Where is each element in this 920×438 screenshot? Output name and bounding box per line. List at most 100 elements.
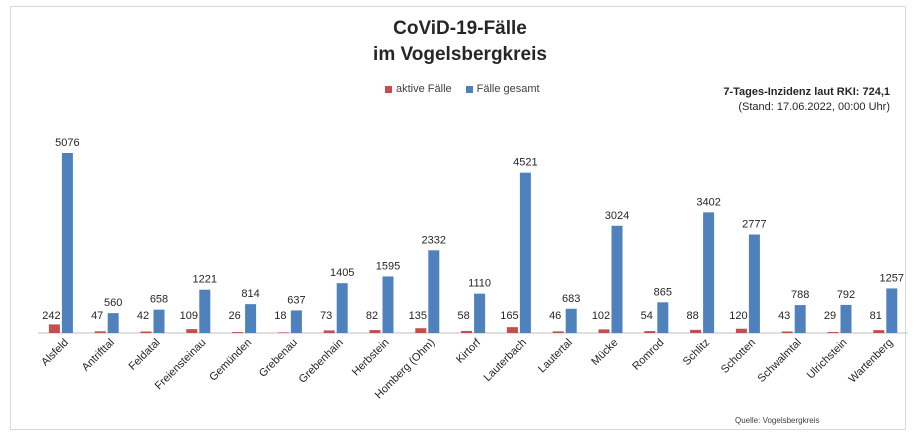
data-label-active-9: 58	[457, 310, 469, 322]
x-tick-label-13: Romrod	[630, 337, 666, 373]
data-label-active-3: 109	[180, 310, 198, 322]
incidence-date: (Stand: 17.06.2022, 00:00 Uhr)	[738, 101, 890, 113]
bar-active-5	[277, 332, 289, 333]
legend-swatch-total	[465, 85, 473, 93]
bar-total-13	[657, 302, 669, 333]
data-label-active-1: 47	[91, 310, 103, 322]
x-tick-label-7: Herbstein	[350, 337, 392, 379]
bar-total-2	[153, 309, 165, 333]
data-label-active-5: 18	[274, 310, 286, 322]
chart-frame	[10, 6, 906, 430]
bar-total-17	[840, 304, 852, 333]
bar-total-11	[565, 308, 577, 333]
bar-active-4	[232, 332, 244, 333]
x-tick-label-18: Wartenberg	[847, 337, 896, 386]
bar-total-3	[199, 289, 211, 333]
bar-total-9	[474, 293, 486, 333]
data-label-total-2: 658	[150, 294, 168, 306]
bar-active-16	[781, 331, 793, 333]
legend-label-total: Fälle gesamt	[476, 83, 540, 95]
data-label-active-0: 242	[42, 310, 60, 322]
x-tick-label-2: Feldatal	[126, 337, 162, 373]
x-tick-label-5: Grebenau	[257, 337, 300, 380]
data-label-active-4: 26	[228, 310, 240, 322]
data-label-active-6: 73	[320, 310, 332, 322]
data-label-active-17: 29	[824, 310, 836, 322]
legend: aktive Fälle Fälle gesamt	[385, 83, 554, 95]
data-label-active-10: 165	[500, 310, 518, 322]
data-label-total-18: 1257	[880, 272, 904, 284]
legend-item-active: aktive Fälle	[385, 83, 452, 95]
bar-total-8	[428, 250, 440, 333]
bar-total-14	[703, 212, 715, 333]
bar-total-18	[886, 288, 898, 333]
data-label-total-10: 4521	[513, 157, 537, 169]
data-label-active-7: 82	[366, 310, 378, 322]
x-tick-label-12: Mücke	[589, 337, 620, 368]
x-tick-label-4: Gemünden	[207, 337, 254, 384]
bar-active-1	[94, 331, 106, 333]
bar-active-12	[598, 329, 610, 333]
legend-swatch-active	[385, 85, 392, 93]
data-label-total-11: 683	[562, 293, 580, 305]
data-label-total-5: 637	[287, 294, 305, 306]
x-tick-label-15: Schotten	[719, 337, 758, 376]
data-label-total-3: 1221	[193, 274, 217, 286]
chart-title: CoViD-19-Fälle	[393, 18, 527, 39]
incidence-value: 7-Tages-Inzidenz laut RKI: 724,1	[723, 86, 890, 98]
data-label-total-8: 2332	[422, 234, 446, 246]
data-label-total-1: 560	[104, 297, 122, 309]
legend-item-total: Fälle gesamt	[465, 83, 540, 95]
bar-active-3	[186, 329, 198, 333]
x-tick-label-16: Schwalmtal	[756, 337, 804, 385]
bar-total-5	[290, 310, 302, 333]
bar-active-0	[48, 324, 60, 333]
bar-active-18	[873, 330, 885, 333]
bar-active-11	[552, 331, 564, 333]
legend-label-active: aktive Fälle	[396, 83, 452, 95]
source-note: Quelle: Vogelsbergkreis	[735, 416, 820, 425]
bar-total-1	[107, 313, 119, 333]
bar-total-10	[519, 172, 531, 333]
data-label-total-6: 1405	[330, 267, 354, 279]
bar-active-15	[735, 328, 747, 333]
data-label-active-8: 135	[409, 310, 427, 322]
data-label-active-11: 46	[549, 310, 561, 322]
data-label-total-16: 788	[791, 289, 809, 301]
data-label-total-13: 865	[654, 286, 672, 298]
bar-active-13	[644, 331, 656, 333]
bar-active-7	[369, 330, 381, 333]
bar-total-6	[336, 283, 348, 333]
data-label-active-13: 54	[641, 310, 653, 322]
data-label-total-15: 2777	[742, 219, 766, 231]
data-label-active-14: 88	[686, 310, 698, 322]
bar-active-2	[140, 331, 152, 333]
data-label-active-18: 81	[870, 310, 882, 322]
chart-subtitle: im Vogelsbergkreis	[373, 44, 547, 65]
bar-active-10	[506, 327, 518, 333]
data-label-active-12: 102	[592, 310, 610, 322]
bar-active-14	[690, 329, 702, 333]
data-label-active-2: 42	[137, 310, 149, 322]
x-tick-label-14: Schlitz	[681, 337, 712, 368]
x-tick-label-1: Antrifttal	[80, 337, 117, 374]
bar-total-15	[748, 234, 760, 333]
bar-active-9	[461, 330, 473, 333]
data-label-total-7: 1595	[376, 260, 400, 272]
x-tick-label-11: Lautertal	[536, 337, 575, 376]
bar-total-7	[382, 276, 394, 333]
x-tick-label-9: Kirtorf	[454, 336, 484, 366]
x-tick-label-6: Grebenhain	[297, 337, 346, 386]
bar-total-0	[61, 153, 73, 333]
data-label-total-0: 5076	[55, 137, 79, 149]
data-label-total-9: 1110	[468, 278, 491, 290]
bar-total-12	[611, 225, 623, 333]
bar-total-4	[245, 304, 257, 333]
x-tick-label-10: Lauterbach	[482, 337, 529, 384]
bar-active-17	[827, 331, 839, 333]
x-tick-label-0: Alsfeld	[39, 337, 71, 369]
bar-total-16	[794, 305, 806, 333]
data-label-total-14: 3402	[696, 196, 720, 208]
data-label-active-16: 43	[778, 310, 790, 322]
